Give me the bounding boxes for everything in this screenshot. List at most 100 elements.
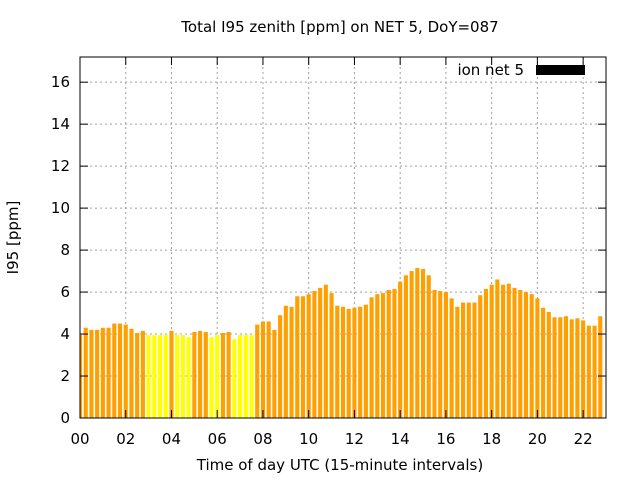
bar [340,306,346,418]
bar [415,267,420,418]
chart-title: Total I95 zenith [ppm] on NET 5, DoY=087 [180,18,498,36]
bar [329,293,334,418]
bar [186,337,191,418]
bar [575,318,580,418]
legend: ion net 5 [457,61,585,79]
bar [215,335,220,418]
y-tick-label: 8 [60,241,70,259]
bar [432,289,437,418]
x-tick-label: 18 [482,430,501,448]
x-tick-label: 06 [208,430,227,448]
bar [140,330,145,418]
bar [106,327,111,418]
x-tick-label: 00 [70,430,89,448]
bar [306,294,311,418]
bar [398,281,403,418]
x-axis-label: Time of day UTC (15-minute intervals) [196,456,483,474]
x-tick-label: 16 [436,430,455,448]
bar [169,330,174,418]
bar [232,339,237,418]
bar [558,317,563,418]
bar [409,271,414,418]
bar [192,331,197,418]
bar [260,321,266,418]
y-tick-label: 2 [60,367,70,385]
bar [289,306,294,418]
bar [426,275,431,418]
bar [312,291,317,418]
bar [180,335,185,418]
bar [541,307,546,418]
bar [363,304,368,418]
bar [529,294,534,418]
bar [392,288,397,418]
bar [152,335,157,418]
bar [535,298,540,418]
x-tick-label: 10 [299,430,318,448]
bar [226,331,231,418]
bar [135,332,140,418]
bar [358,306,363,418]
x-tick-label: 20 [528,430,547,448]
bar [506,283,511,418]
bar [300,296,306,418]
bar [203,331,208,418]
bar [523,292,529,418]
bar [117,323,123,418]
bar [283,305,288,418]
bar [335,305,340,418]
bar [569,319,574,418]
bar [386,289,391,418]
bar [272,329,277,418]
bar [501,284,506,418]
bar [243,335,248,418]
bars [80,267,603,418]
bar [123,324,128,418]
bar [380,293,386,418]
bar [586,325,591,418]
y-tick-label: 4 [60,325,70,343]
bar [420,268,426,418]
bar [352,307,357,418]
bar [546,312,551,418]
x-tick-label: 12 [345,430,364,448]
x-tick-label: 02 [116,430,135,448]
bar [278,315,283,418]
bar [592,325,597,418]
x-tick-label: 04 [162,430,181,448]
y-tick-label: 0 [60,409,70,427]
bar [489,284,494,418]
bar [318,287,323,418]
bar [495,279,500,418]
bar [461,302,466,418]
x-tick-label: 22 [574,430,593,448]
bar [146,335,151,418]
bar [512,287,517,418]
bar [209,337,214,418]
legend-swatch [536,65,585,75]
bar [403,275,408,418]
bar [83,327,88,418]
bar [238,335,243,418]
bar [198,330,203,418]
bar [95,329,100,418]
bar [266,321,271,418]
bar [598,316,603,418]
bar [466,302,471,418]
bar [375,294,380,418]
bar [438,291,443,418]
legend-label: ion net 5 [457,61,524,79]
ticks [79,57,606,419]
bar [89,329,94,418]
bar [112,323,117,418]
bar [455,306,460,418]
bar [157,335,163,418]
bar [346,308,351,418]
bar [163,335,168,418]
y-tick-label: 14 [51,115,70,133]
bar [80,335,83,418]
bar [175,335,180,418]
bar [220,332,225,418]
